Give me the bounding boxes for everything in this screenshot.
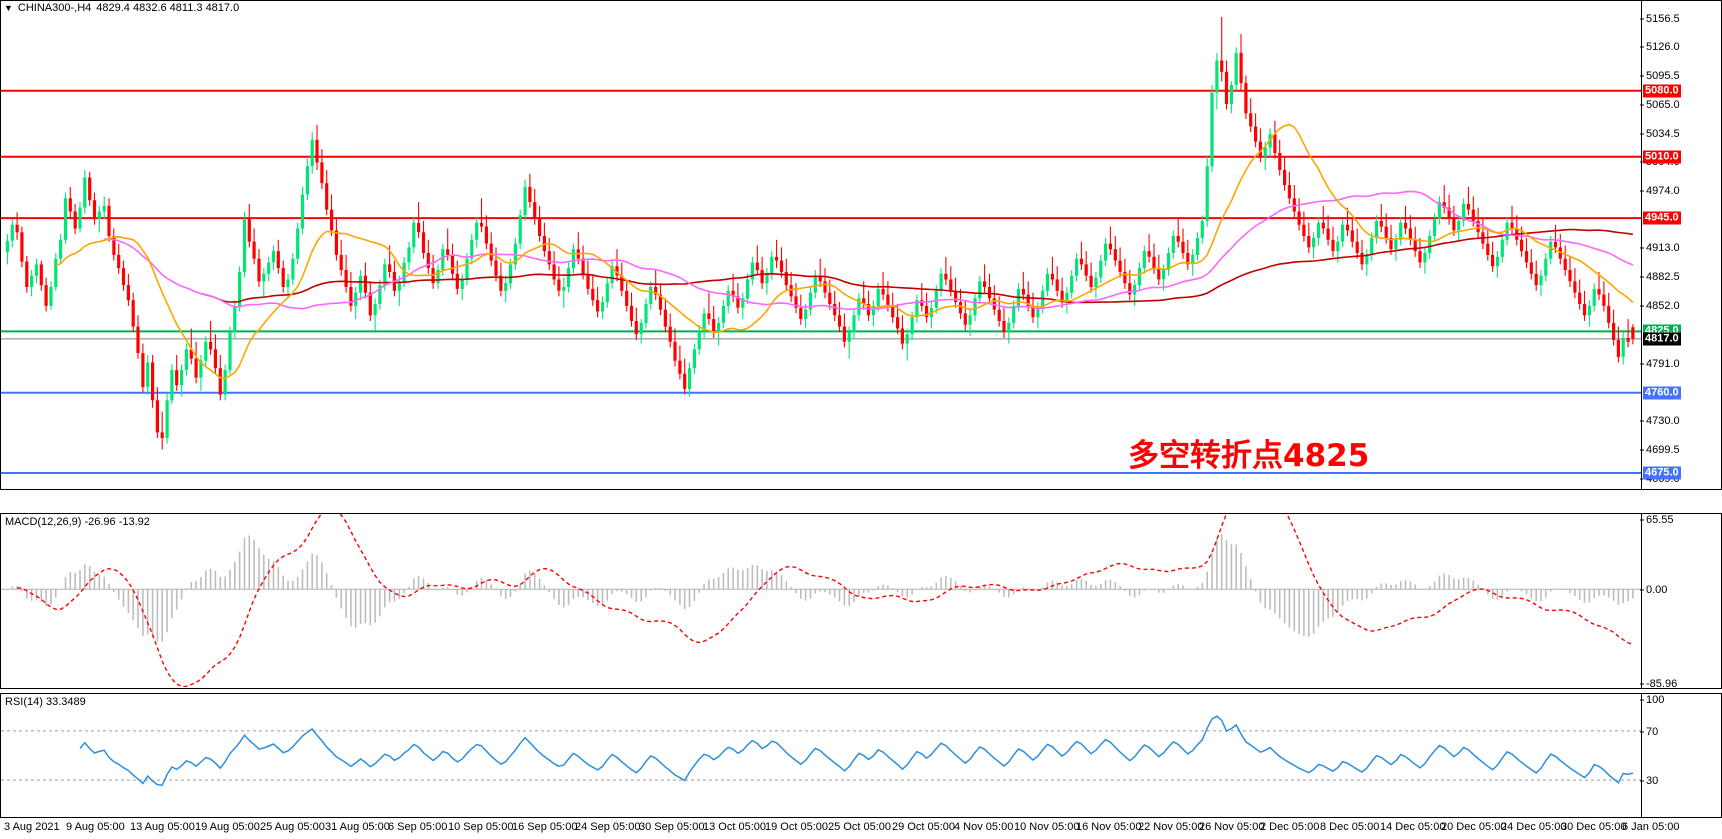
time-label: 6 Sep 05:00 [388, 821, 448, 833]
time-label: 25 Oct 05:00 [828, 821, 891, 833]
rsi-tick: 70 [1640, 726, 1658, 738]
price-tick: 4913.0 [1640, 242, 1680, 254]
macd-tick: -85.96 [1640, 678, 1677, 690]
rsi-tick: 30 [1640, 775, 1658, 787]
macd-plot-area[interactable] [1, 514, 1721, 688]
ohlc-values: 4829.4 4832.6 4811.3 4817.0 [96, 2, 240, 14]
time-label: 19 Aug 05:00 [195, 821, 260, 833]
price-tick: 4852.0 [1640, 300, 1680, 312]
macd-tick: 65.55 [1640, 514, 1674, 526]
rsi-panel[interactable] [0, 693, 1722, 818]
time-label: 16 Sep 05:00 [512, 821, 578, 833]
price-chart-panel[interactable] [0, 0, 1722, 490]
price-scale-separator [1641, 1, 1642, 489]
price-tag-resistance[interactable]: 5010.0 [1643, 150, 1681, 164]
price-tick: 4791.0 [1640, 358, 1680, 370]
price-tag-resistance[interactable]: 5080.0 [1643, 84, 1681, 98]
price-tag-resistance[interactable]: 4945.0 [1643, 211, 1681, 225]
time-label: 4 Nov 05:00 [954, 821, 1014, 833]
time-label: 2 Dec 05:00 [1260, 821, 1320, 833]
time-label: 3 Aug 2021 [4, 821, 60, 833]
price-tick: 5156.5 [1640, 13, 1680, 25]
price-tick: 5065.0 [1640, 99, 1680, 111]
time-label: 30 Sep 05:00 [639, 821, 705, 833]
rsi-plot-area[interactable] [1, 694, 1721, 817]
macd-label: MACD(12,26,9) -26.96 -13.92 [5, 516, 150, 528]
price-tick: 5034.5 [1640, 128, 1680, 140]
time-label: 30 Dec 05:00 [1561, 821, 1627, 833]
price-tick: 4730.0 [1640, 415, 1680, 427]
time-label: 29 Oct 05:00 [892, 821, 955, 833]
time-label: 13 Oct 05:00 [703, 821, 766, 833]
time-label: 10 Nov 05:00 [1014, 821, 1080, 833]
time-label: 6 Jan 05:00 [1622, 821, 1680, 833]
caret-down-icon[interactable]: ▼ [4, 2, 13, 13]
price-plot-area[interactable] [1, 1, 1721, 489]
price-tick: 4974.0 [1640, 185, 1680, 197]
time-label: 13 Aug 05:00 [130, 821, 195, 833]
macd-panel[interactable] [0, 513, 1722, 689]
time-label: 9 Aug 05:00 [66, 821, 125, 833]
time-label: 16 Nov 05:00 [1076, 821, 1142, 833]
macd-scale-separator [1641, 514, 1642, 688]
price-tick: 4882.5 [1640, 271, 1680, 283]
time-label: 14 Dec 05:00 [1380, 821, 1446, 833]
symbol-label: CHINA300-,H4 [17, 2, 92, 14]
time-label: 24 Sep 05:00 [575, 821, 641, 833]
price-tag-last-price[interactable]: 4817.0 [1643, 332, 1681, 346]
price-tag-pivot[interactable]: 4760.0 [1643, 386, 1681, 400]
price-tick: 5095.5 [1640, 70, 1680, 82]
rsi-label: RSI(14) 33.3489 [5, 696, 86, 708]
time-label: 20 Dec 05:00 [1441, 821, 1507, 833]
time-label: 22 Nov 05:00 [1138, 821, 1204, 833]
price-tag-pivot[interactable]: 4675.0 [1643, 466, 1681, 480]
time-label: 24 Dec 05:00 [1501, 821, 1567, 833]
time-label: 26 Nov 05:00 [1199, 821, 1265, 833]
macd-tick: 0.00 [1640, 584, 1667, 596]
price-tick: 4699.5 [1640, 444, 1680, 456]
chart-header: ▼ CHINA300-,H4 4829.4 4832.6 4811.3 4817… [0, 0, 1722, 16]
time-label: 19 Oct 05:00 [765, 821, 828, 833]
time-label: 31 Aug 05:00 [325, 821, 390, 833]
time-axis[interactable]: 3 Aug 2021 9 Aug 05:00 13 Aug 05:00 19 Aug … [0, 820, 1722, 839]
rsi-scale-separator [1641, 694, 1642, 817]
time-label: 10 Sep 05:00 [448, 821, 514, 833]
rsi-tick: 100 [1640, 694, 1664, 706]
time-label: 25 Aug 05:00 [260, 821, 325, 833]
time-label: 8 Dec 05:00 [1320, 821, 1380, 833]
chart-annotation-text: 多空转折点4825 [1128, 438, 1370, 474]
price-tick: 5126.0 [1640, 41, 1680, 53]
